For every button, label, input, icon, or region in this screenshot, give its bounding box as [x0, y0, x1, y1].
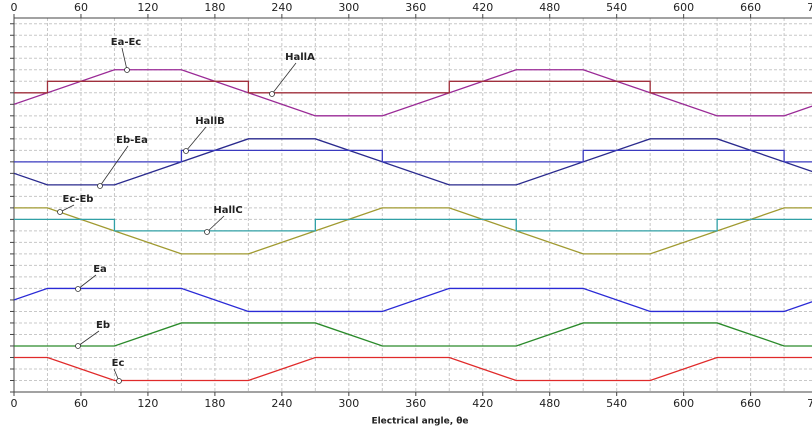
callout-dot: [183, 148, 189, 154]
legend-label: Eb-Ea: [116, 135, 148, 146]
series-line: [14, 322, 812, 347]
x-tick-label: 660: [740, 397, 761, 410]
x-tick-label-top: 180: [204, 1, 225, 14]
x-tick-label: 120: [137, 397, 158, 410]
x-tick-label: 240: [271, 397, 292, 410]
series-line: [14, 149, 812, 163]
callout-dot: [75, 343, 81, 349]
legend-label: Ec-Eb: [63, 194, 94, 205]
callout-dot: [204, 229, 210, 235]
x-tick-label-top: 120: [137, 1, 158, 14]
x-tick-label: 300: [338, 397, 359, 410]
callout-dot: [97, 183, 103, 189]
x-tick-label: 60: [74, 397, 88, 410]
x-tick-label: 0: [11, 397, 18, 410]
callout-leader: [77, 330, 100, 347]
x-tick-label: 360: [405, 397, 426, 410]
legend-label: HallC: [213, 205, 242, 216]
legend-label: Ec: [112, 358, 125, 369]
x-tick-label-top: 540: [606, 1, 627, 14]
x-tick-label-top: 0: [11, 1, 18, 14]
x-tick-label-top: 660: [740, 1, 761, 14]
x-tick-label-top: 720: [807, 1, 812, 14]
x-tick-label-top: 60: [74, 1, 88, 14]
legend-label: HallA: [285, 52, 315, 63]
series-line: [14, 218, 812, 232]
callout-leader: [121, 47, 128, 71]
legend-label: Eb: [96, 320, 110, 331]
callout-dot: [269, 91, 275, 97]
x-tick-label: 540: [606, 397, 627, 410]
callout-leader: [271, 62, 297, 95]
legend-label: Ea-Ec: [111, 37, 142, 48]
series-line: [14, 356, 812, 382]
x-tick-label: 420: [472, 397, 493, 410]
callout-dot: [116, 378, 122, 384]
plot-area: [14, 69, 812, 382]
x-tick-label: 480: [539, 397, 560, 410]
callout-dot: [57, 209, 63, 215]
x-tick-label-top: 480: [539, 1, 560, 14]
x-tick-label-top: 420: [472, 1, 493, 14]
x-tick-label: 600: [673, 397, 694, 410]
x-tick-label-top: 240: [271, 1, 292, 14]
callout-leader: [185, 126, 207, 152]
callout-leader: [77, 274, 97, 290]
legend-label: HallB: [195, 116, 225, 127]
x-tick-label-top: 360: [405, 1, 426, 14]
x-tick-label: 720: [807, 397, 812, 410]
callout-dot: [124, 67, 130, 73]
x-axis-label: Electrical angle, θe: [371, 417, 468, 427]
x-tick-label: 180: [204, 397, 225, 410]
callout-dot: [75, 286, 81, 292]
x-tick-label-top: 600: [673, 1, 694, 14]
callout-leader: [206, 215, 225, 233]
callout-leader: [99, 145, 129, 187]
legend-label: Ea: [93, 264, 107, 275]
series-line: [14, 287, 812, 313]
series-line: [14, 80, 812, 94]
x-tick-label-top: 300: [338, 1, 359, 14]
